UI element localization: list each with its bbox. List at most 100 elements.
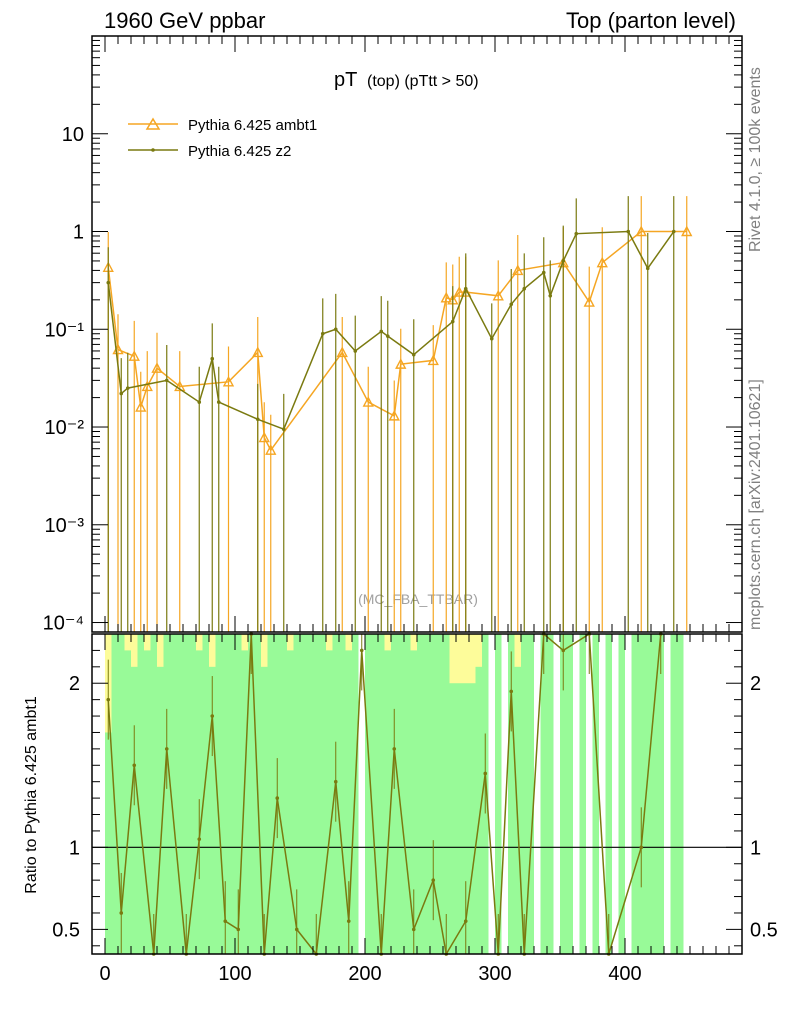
ratio-band-green bbox=[124, 650, 131, 954]
point-ambt1 bbox=[492, 289, 504, 301]
ratio-band-green bbox=[280, 634, 287, 954]
point-ambt1 bbox=[174, 380, 186, 392]
point-ambt1 bbox=[596, 256, 608, 268]
ratio-series-line bbox=[107, 632, 662, 957]
ratio-band-green bbox=[651, 634, 658, 954]
ratio-band-green bbox=[241, 650, 248, 954]
ratio-band-green bbox=[378, 634, 385, 954]
ratio-band-green bbox=[449, 683, 456, 954]
ratio-band-green bbox=[235, 634, 242, 954]
ratio-band-green bbox=[339, 634, 346, 954]
ratio-band-green bbox=[410, 650, 417, 954]
ratio-point bbox=[132, 763, 137, 768]
point-ambt1 bbox=[512, 264, 524, 276]
point-z2 bbox=[125, 386, 130, 390]
point-ambt1 bbox=[252, 346, 264, 358]
point-ambt1 bbox=[135, 401, 147, 412]
ratio-band-green bbox=[423, 634, 430, 954]
ratio-point bbox=[561, 648, 566, 653]
point-z2 bbox=[450, 319, 455, 324]
ratio-band-green bbox=[287, 650, 294, 954]
point-z2 bbox=[353, 349, 358, 353]
ratio-band-green bbox=[371, 634, 378, 954]
point-z2 bbox=[197, 400, 202, 404]
ratio-ylabel: Ratio to Pythia 6.425 ambt1 bbox=[23, 696, 40, 894]
ratio-band-green bbox=[462, 683, 469, 954]
ratio-band-green bbox=[495, 634, 502, 954]
main-ytick-label: 10 bbox=[62, 124, 84, 146]
ratio-point bbox=[210, 714, 215, 718]
ratio-band-green bbox=[605, 634, 612, 954]
chart-title-sub: (top) (pTtt > 50) bbox=[367, 73, 479, 90]
ratio-band-green bbox=[293, 634, 300, 954]
point-z2 bbox=[210, 356, 215, 361]
ratio-band-green bbox=[631, 634, 638, 954]
ratio-point bbox=[463, 919, 468, 923]
point-ambt1 bbox=[151, 362, 163, 373]
legend-triangle-icon bbox=[145, 117, 161, 130]
point-z2 bbox=[320, 331, 325, 336]
point-ambt1 bbox=[395, 358, 407, 369]
chart-title-main: pT bbox=[334, 69, 357, 91]
ratio-point bbox=[275, 796, 280, 800]
ratio-band-green bbox=[118, 634, 125, 954]
ratio-point bbox=[197, 837, 202, 841]
ratio-point bbox=[236, 927, 241, 932]
ratio-band-green bbox=[105, 732, 112, 954]
point-z2 bbox=[541, 270, 546, 275]
legend: Pythia 6.425 ambt1 Pythia 6.425 z2 bbox=[128, 117, 317, 160]
legend-label-z2: Pythia 6.425 z2 bbox=[188, 143, 291, 160]
point-z2 bbox=[561, 259, 566, 263]
ratio-band-green bbox=[222, 634, 229, 954]
ratio-band-green bbox=[391, 634, 398, 954]
ratio-ytick-label-left: 0.5 bbox=[52, 919, 80, 941]
ratio-band-green bbox=[384, 650, 391, 954]
point-ambt1 bbox=[258, 431, 270, 443]
point-ambt1 bbox=[362, 396, 374, 407]
ratio-band-green bbox=[248, 634, 255, 954]
main-ytick-label: 1 bbox=[73, 222, 84, 244]
ratio-band-green bbox=[436, 634, 443, 954]
ratio-band-green bbox=[228, 634, 235, 954]
ratio-point bbox=[411, 927, 416, 932]
point-z2 bbox=[645, 266, 650, 271]
ratio-band-green bbox=[456, 683, 463, 954]
ratio-point bbox=[106, 697, 111, 702]
ratio-band-green bbox=[131, 666, 138, 954]
ratio-band-green bbox=[202, 634, 209, 954]
ratio-band-green bbox=[430, 634, 437, 954]
ratio-point bbox=[333, 779, 338, 784]
ratio-band-green bbox=[313, 634, 320, 954]
ratio-point bbox=[223, 919, 228, 923]
ratio-band-green bbox=[215, 634, 222, 954]
side-label-rivet: Rivet 4.1.0, ≥ 100k events bbox=[747, 67, 764, 252]
point-z2 bbox=[106, 280, 111, 285]
chart-axes: 10 1 10⁻¹ 10⁻² 10⁻³ 10⁻⁴ 2 2 1 1 0.5 0.5 0 100 200 300 4… bbox=[43, 35, 778, 985]
ratio-point bbox=[119, 911, 124, 915]
ratio-band-green bbox=[469, 683, 476, 954]
main-ytick-label: 10⁻² bbox=[45, 417, 85, 439]
ratio-band-green bbox=[144, 650, 151, 954]
ratio-band-green bbox=[306, 634, 313, 954]
ratio-band-green bbox=[677, 634, 684, 954]
ratio-band-green bbox=[540, 634, 547, 954]
ratio-band-green bbox=[326, 650, 333, 954]
legend-label-ambt1: Pythia 6.425 ambt1 bbox=[188, 117, 317, 134]
point-z2 bbox=[385, 334, 390, 338]
point-z2 bbox=[489, 336, 494, 341]
point-z2 bbox=[671, 229, 676, 234]
point-z2 bbox=[463, 286, 468, 291]
ratio-band-green bbox=[566, 634, 573, 954]
point-ambt1 bbox=[265, 444, 277, 455]
ratio-ytick-label-right: 2 bbox=[750, 673, 761, 695]
xtick-label: 400 bbox=[608, 963, 641, 985]
chart-marks bbox=[92, 196, 742, 957]
ratio-band-green bbox=[618, 634, 625, 954]
point-z2 bbox=[626, 229, 631, 234]
point-ambt1 bbox=[222, 375, 235, 387]
ratio-band-green bbox=[189, 634, 196, 954]
ratio-band-green bbox=[365, 634, 372, 954]
ratio-point bbox=[359, 648, 364, 653]
